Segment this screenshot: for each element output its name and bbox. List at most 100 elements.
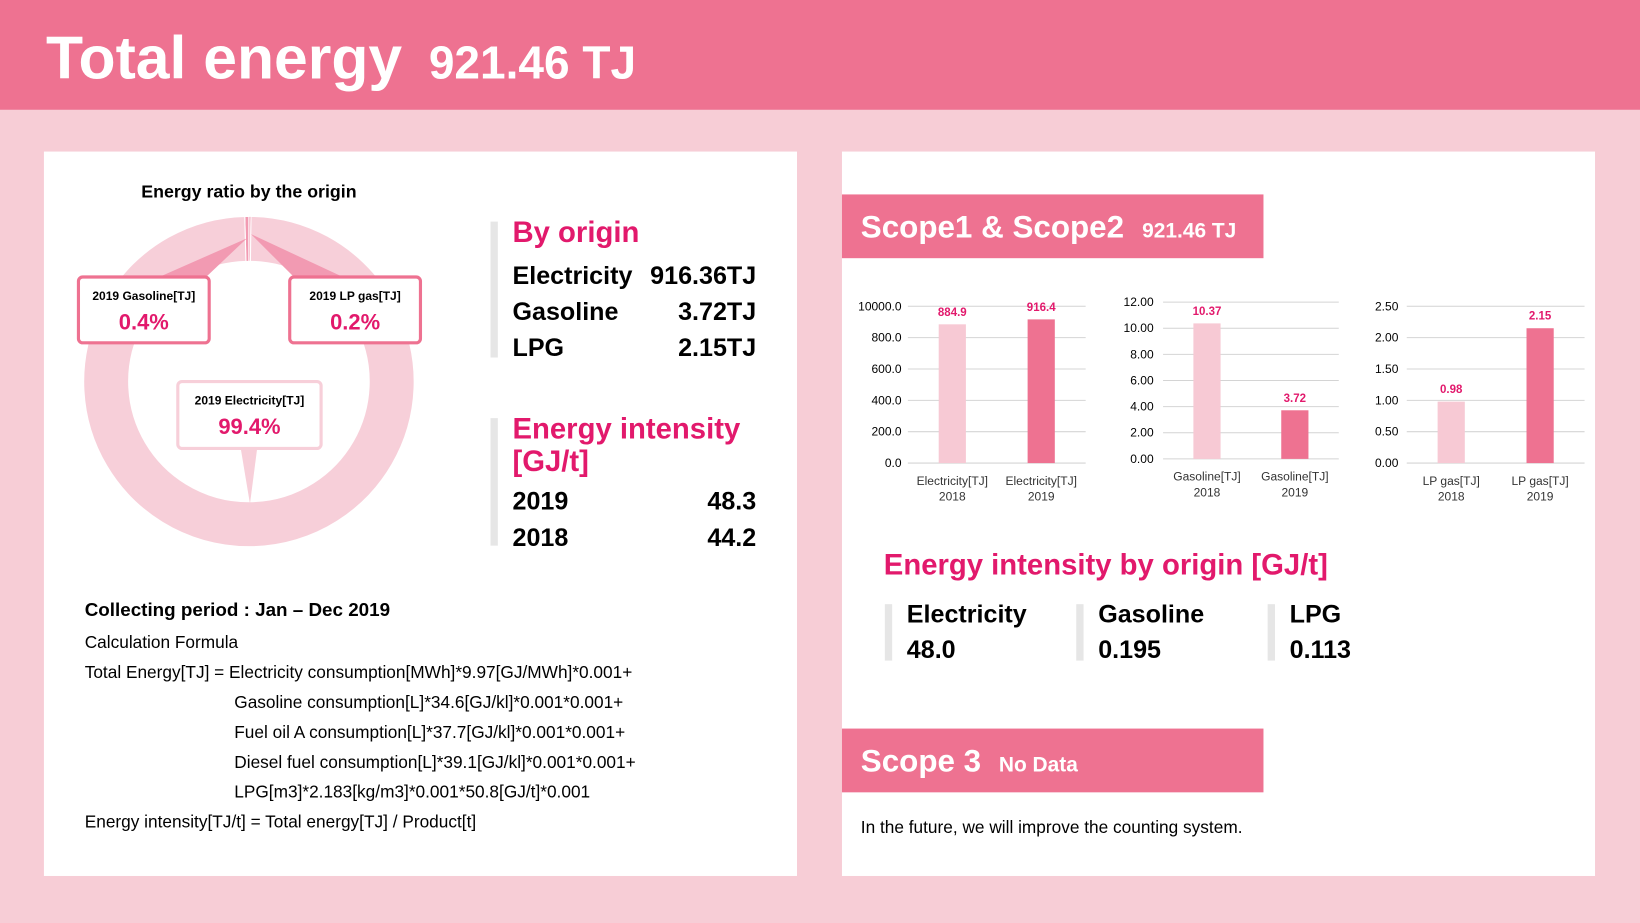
item-value: 0.195 [1098, 636, 1161, 664]
y-tick-label: 1.00 [1375, 393, 1399, 407]
value-label: 884.9 [938, 307, 967, 319]
row-label: 2018 [513, 524, 569, 552]
y-tick-label: 2.50 [1375, 299, 1399, 313]
item-value: 48.0 [907, 636, 956, 664]
callout-pointer [156, 238, 247, 279]
callout-box [176, 379, 323, 451]
scope12-value: 921.46 TJ [1142, 220, 1236, 243]
scope3-value: No Data [999, 754, 1078, 777]
callout-pointer [251, 234, 346, 279]
y-tick-label: 0.00 [1130, 452, 1154, 466]
y-tick-label: 200.0 [871, 425, 901, 439]
y-tick-label: 600.0 [871, 362, 901, 376]
x-tick-label: 2018 [939, 490, 966, 504]
item-label: LPG [1290, 601, 1342, 629]
y-tick-label: 12.00 [1124, 295, 1154, 309]
header-band [0, 0, 1640, 110]
row-label: 2019 [513, 488, 569, 516]
callout-box [76, 275, 211, 345]
y-tick-label: 8.00 [1130, 347, 1154, 361]
y-tick-label: 800.0 [871, 331, 901, 345]
y-tick-label: 0.0 [885, 456, 902, 470]
y-tick-label: 2.00 [1130, 426, 1154, 440]
y-tick-label: 400.0 [871, 393, 901, 407]
y-tick-label: 1.50 [1375, 362, 1399, 376]
formula-line: Fuel oil A consumption[L]*37.7[GJ/kl]*0.… [234, 722, 625, 742]
x-tick-label: 2019 [1527, 490, 1554, 504]
formula-line: Gasoline consumption[L]*34.6[GJ/kl]*0.00… [234, 692, 623, 712]
intensity-title: [GJ/t] [513, 446, 589, 478]
accent-bar [490, 221, 498, 358]
x-tick-label: 2018 [1438, 490, 1465, 504]
bar [1526, 328, 1554, 464]
accent-bar [884, 604, 893, 661]
value-label: 10.37 [1193, 306, 1222, 318]
item-label: Gasoline [1098, 601, 1204, 629]
x-tick-label: 2019 [1028, 490, 1055, 504]
y-tick-label: 0.50 [1375, 425, 1399, 439]
header-title: Total energy [46, 24, 402, 92]
x-tick-label: LP gas[TJ] [1423, 474, 1480, 488]
y-tick-label: 0.00 [1375, 456, 1399, 470]
callout-value: 0.4% [119, 309, 169, 334]
x-tick-label: Gasoline[TJ] [1173, 470, 1240, 484]
item-value: 0.113 [1290, 636, 1351, 664]
value-label: 916.4 [1027, 302, 1056, 314]
scope3-note: In the future, we will improve the count… [861, 817, 1243, 837]
scope3-title: Scope 3 [861, 743, 981, 778]
y-tick-label: 10000.0 [858, 299, 902, 313]
row-label: Electricity [513, 262, 633, 290]
row-value: 916.36TJ [650, 262, 756, 290]
intensity-title: Energy intensity [513, 414, 741, 446]
period: Collecting period : Jan – Dec 2019 [85, 599, 390, 620]
callout-pointer [240, 447, 258, 504]
x-tick-label: Electricity[TJ] [917, 474, 988, 488]
donut-slice [83, 215, 415, 548]
header-value: 921.46 TJ [429, 37, 636, 89]
intensity-origin-title: Energy intensity by origin [GJ/t] [884, 550, 1328, 582]
row-label: LPG [513, 334, 565, 362]
y-tick-label: 4.00 [1130, 400, 1154, 414]
x-tick-label: LP gas[TJ] [1511, 474, 1568, 488]
row-value: 44.2 [707, 524, 756, 552]
callout-value: 0.2% [330, 309, 380, 334]
value-label: 2.15 [1529, 311, 1552, 323]
accent-bar [1267, 604, 1275, 661]
bar [938, 324, 966, 464]
row-value: 2.15TJ [678, 334, 756, 362]
donut-title: Energy ratio by the origin [141, 181, 356, 201]
bar [1437, 401, 1465, 464]
x-tick-label: Electricity[TJ] [1005, 474, 1076, 488]
scope12-band [841, 194, 1264, 259]
accent-bar [1076, 604, 1084, 661]
formula-line: LPG[m3]*2.183[kg/m3]*0.001*50.8[GJ/t]*0.… [234, 782, 590, 802]
value-label: 3.72 [1284, 393, 1306, 405]
formula-title: Calculation Formula [85, 632, 239, 652]
callout-box [288, 275, 423, 345]
value-label: 0.98 [1440, 384, 1463, 396]
by-origin-title: By origin [513, 217, 640, 249]
item-label: Electricity [907, 601, 1027, 629]
scope12-title: Scope1 & Scope2 [861, 209, 1124, 244]
accent-bar [490, 418, 498, 546]
scope3-band [841, 728, 1264, 793]
row-value: 48.3 [707, 488, 756, 516]
callout-label: 2019 Gasoline[TJ] [92, 289, 195, 303]
bar [1027, 319, 1055, 464]
y-tick-label: 6.00 [1130, 373, 1154, 387]
row-label: Gasoline [513, 298, 619, 326]
callout-value: 99.4% [218, 414, 280, 439]
bar [1281, 410, 1309, 459]
callout-label: 2019 LP gas[TJ] [309, 289, 400, 303]
bar [1193, 323, 1221, 459]
intensity-formula: Energy intensity[TJ/t] = Total energy[TJ… [85, 812, 476, 832]
x-tick-label: 2018 [1194, 485, 1221, 499]
y-tick-label: 2.00 [1375, 331, 1399, 345]
callout-label: 2019 Electricity[TJ] [195, 393, 305, 407]
y-tick-label: 10.00 [1124, 321, 1154, 335]
row-value: 3.72TJ [678, 298, 756, 326]
x-tick-label: 2019 [1281, 485, 1308, 499]
formula-line: Total Energy[TJ] = Electricity consumpti… [85, 662, 633, 682]
formula-line: Diesel fuel consumption[L]*39.1[GJ/kl]*0… [234, 752, 635, 772]
